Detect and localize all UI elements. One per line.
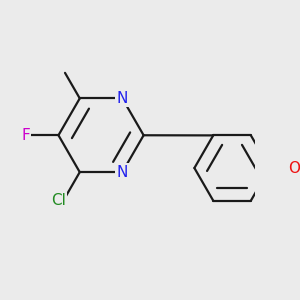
Text: F: F <box>21 128 30 143</box>
Text: Cl: Cl <box>51 193 66 208</box>
Text: O: O <box>288 160 300 175</box>
Text: N: N <box>117 165 128 180</box>
Text: N: N <box>117 91 128 106</box>
